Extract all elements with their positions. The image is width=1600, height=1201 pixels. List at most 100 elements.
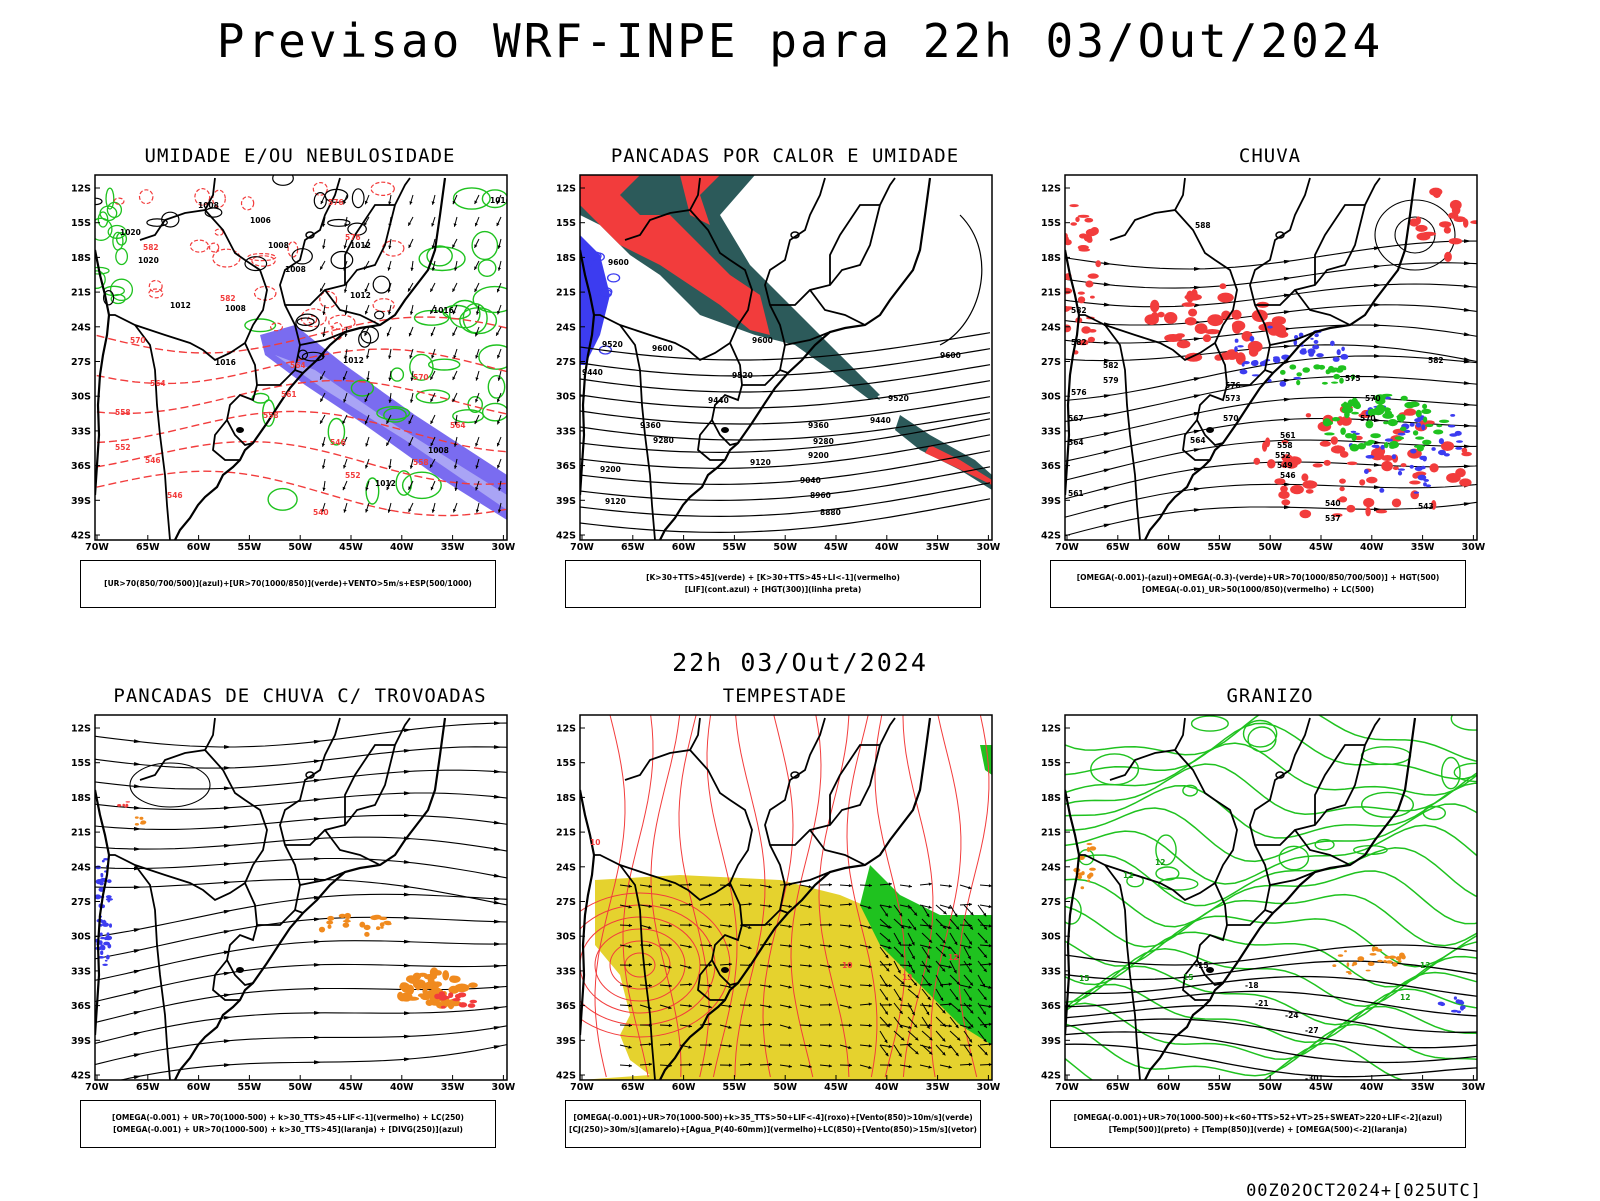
lon-label: 70W (1055, 542, 1079, 553)
lake-shape (721, 967, 729, 973)
rain-field-green (1338, 365, 1346, 369)
omega-field (1366, 970, 1371, 972)
vector-head (410, 311, 413, 314)
omega-field (1389, 956, 1396, 959)
height-contour (580, 467, 990, 501)
lon-label: 60W (672, 542, 696, 553)
streamline-arrow (134, 1032, 142, 1036)
thickness-contour (371, 182, 394, 195)
contour-label: 552 (115, 443, 131, 452)
contour-label: 564 (1190, 436, 1206, 445)
thunderstorm-field-orange (135, 816, 139, 818)
border-line (1079, 855, 1215, 900)
rain-field-blue (1438, 450, 1446, 455)
streamline-arrow (1104, 341, 1112, 345)
contour-label: 1012 (350, 241, 371, 250)
contour-label: 10 (590, 838, 600, 847)
contour-label: 9120 (750, 458, 771, 467)
streamline-arrow (134, 1053, 142, 1057)
rain-field-red (1158, 312, 1165, 318)
rain-field-green (1436, 424, 1442, 427)
rain-field-blue (1333, 357, 1340, 362)
omega-field (1386, 960, 1393, 963)
streamline-arrow (404, 916, 412, 920)
lake-shape (236, 967, 244, 973)
rain-field-red (1392, 499, 1401, 508)
contour-label: 8960 (810, 491, 831, 500)
panel-title: TEMPESTADE (550, 685, 1020, 707)
divergence-field (101, 873, 104, 878)
contour-label: 570 (130, 336, 146, 345)
contour-label: 576 (345, 233, 361, 242)
lon-label: 45W (339, 542, 363, 553)
lat-label: 36S (556, 461, 576, 472)
lat-label: 21S (1041, 288, 1061, 299)
rain-field-blue (1392, 454, 1396, 459)
divergence-field (102, 860, 105, 863)
lat-label: 33S (71, 966, 91, 977)
rain-field-blue (1398, 471, 1402, 476)
lon-label: 70W (85, 542, 109, 553)
vector-head (498, 267, 501, 270)
omega-field (1377, 960, 1383, 962)
rain-field-blue (1372, 445, 1379, 448)
streamline-arrow (224, 766, 232, 770)
rain-field-blue (1415, 466, 1423, 471)
thunderstorm-field-red (441, 1006, 446, 1009)
streamline-arrow (314, 987, 322, 991)
contour-label: 9360 (640, 421, 661, 430)
contour-label: 549 (1277, 461, 1293, 470)
contour-label: 9040 (800, 476, 821, 485)
rain-field-red (1079, 233, 1088, 238)
vector-head (410, 268, 413, 271)
divergence-field (106, 895, 112, 898)
streamline-arrow (1104, 282, 1112, 286)
divergence-field (96, 879, 103, 884)
rain-field-green (1351, 412, 1359, 415)
lat-label: 36S (556, 1001, 576, 1012)
rain-field-blue (1379, 488, 1384, 493)
omega-field (1346, 971, 1352, 973)
border-line (810, 290, 865, 325)
rain-field-red (1078, 296, 1085, 303)
rain-field-red (1182, 302, 1196, 307)
lat-label: 18S (71, 253, 91, 264)
lon-label: 55W (238, 542, 262, 553)
panel-umidade: UMIDADE E/OU NEBULOSIDADE [UR>70(850/700… (65, 145, 535, 625)
divergence-field (106, 955, 110, 960)
rain-field-green (1339, 378, 1344, 384)
contour-label: 1012 (170, 301, 191, 310)
lat-label: 33S (1041, 966, 1061, 977)
border-line (1295, 830, 1350, 865)
rain-field-red (1446, 473, 1461, 483)
streamline-arrow (1374, 354, 1382, 358)
lon-label: 40W (1360, 1082, 1384, 1093)
rain-field-blue (1243, 361, 1250, 364)
rain-field-red (1164, 334, 1182, 342)
map-svg: 1008100610081008101210121016101610121008… (65, 165, 535, 560)
rain-field-red (1376, 510, 1388, 514)
rain-field-red (1078, 248, 1090, 251)
streamline-arrow (1374, 303, 1382, 307)
contour-label: 564 (290, 361, 306, 370)
humidity-contour (116, 249, 128, 265)
rain-field-red (1320, 441, 1331, 447)
contour-label: 1012 (350, 291, 371, 300)
streamline-arrow (1374, 265, 1382, 269)
map-svg: 1010131212S15S18S21S24S27S30S33S36S39S42… (550, 705, 1020, 1100)
contour-label: 1008 (285, 265, 306, 274)
streamline-arrow (314, 1011, 322, 1015)
rain-field-red (1254, 458, 1261, 465)
streamline-arrow (314, 1036, 322, 1040)
contour-label: 558 (115, 408, 131, 417)
rain-field-blue (1366, 455, 1375, 459)
thunderstorm-field-red (434, 994, 440, 1000)
streamline (1055, 241, 1490, 269)
contour-label: 570 (413, 373, 429, 382)
lat-label: 12S (556, 724, 576, 735)
temp850-contour (1248, 727, 1276, 752)
lat-label: 12S (556, 184, 576, 195)
contour-label: 1008 (225, 304, 246, 313)
rain-field-red (1070, 222, 1077, 225)
